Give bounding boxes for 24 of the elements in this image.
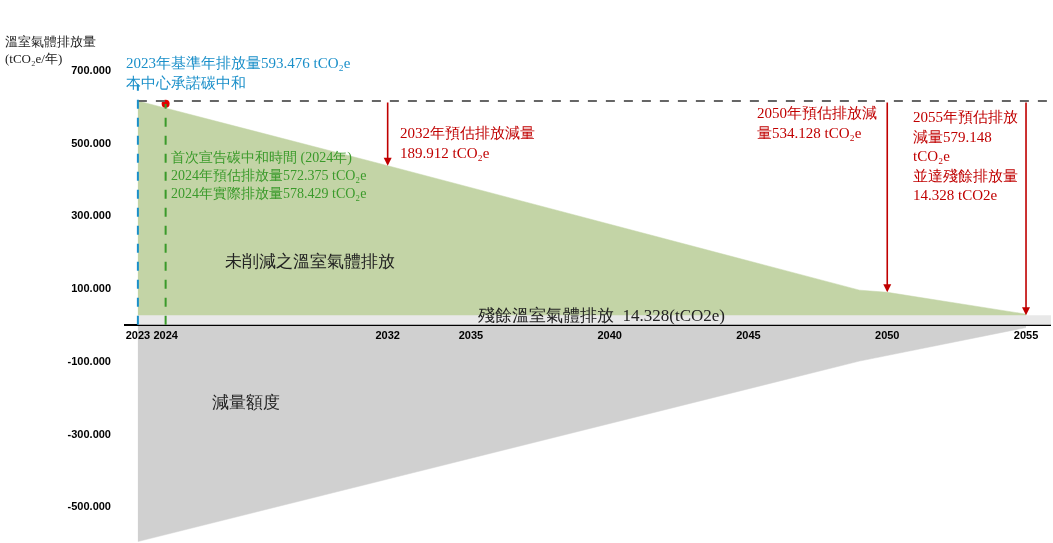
y-tick-label: 100.000: [71, 282, 111, 295]
band-label: 殘餘溫室氣體排放 14.328(tCO2e): [478, 306, 725, 325]
y-tick-label: 500.000: [71, 136, 111, 149]
x-tick-label: 2024: [153, 328, 179, 341]
x-tick-label: 2032: [375, 328, 400, 341]
y-tick-label: -500.000: [67, 500, 111, 513]
x-tick-label: 2040: [597, 328, 622, 341]
annotation: 2055年預估排放減量579.148 tCO₂e 並達殘餘排放量 14.328 tCO2e: [913, 109, 1018, 203]
x-tick-label: 2055: [1013, 328, 1039, 341]
y-axis-title: 溫室氣體排放量 (tCO₂e/年): [5, 34, 96, 66]
x-tick-label: 2045: [736, 328, 761, 341]
annotation: 未削減之溫室氣體排放: [225, 252, 395, 271]
ref-line-label: 2023年基準年排放量593.476 tCO₂e 本中心承諾碳中和: [126, 55, 351, 91]
y-tick-label: 300.000: [71, 209, 111, 222]
x-tick-label: 2023: [125, 328, 151, 341]
y-tick-label: -100.000: [67, 354, 111, 367]
ref-line-label: 首次宣告碳中和時間 (2024年) 2024年預估排放量572.375 tCO₂e 2024年實際排放量578.429 tCO₂e: [171, 150, 367, 202]
y-tick-label: 700.000: [71, 63, 111, 76]
annotation: 2032年預估排放減量 189.912 tCO₂e: [400, 125, 535, 161]
annotation: 減量額度: [212, 393, 280, 412]
y-tick-label: -300.000: [67, 427, 111, 440]
x-tick-label: 2035: [458, 328, 484, 341]
x-tick-label: 2050: [875, 328, 900, 341]
annotation: 2050年預估排放減量534.128 tCO₂e: [757, 105, 877, 141]
